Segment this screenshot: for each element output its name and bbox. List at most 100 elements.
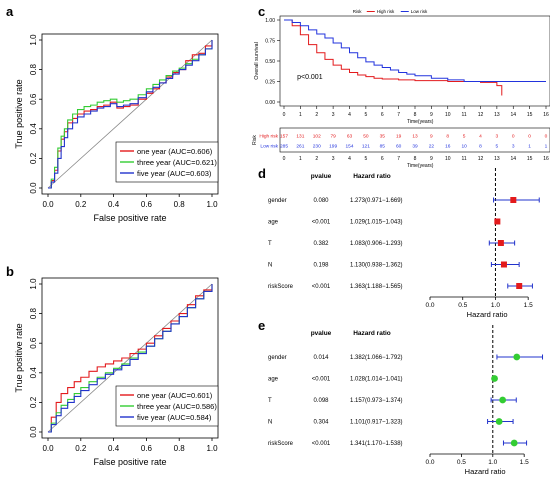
x-axis-label: Hazard ratio: [465, 467, 506, 476]
row-hazard-ratio-text: 1.028(1.014−1.041): [350, 377, 403, 383]
risk-table-time-tick: 8: [414, 156, 417, 162]
risk-table-cell: 3: [496, 134, 499, 140]
header-pvalue: pvalue: [311, 173, 332, 180]
hazard-ratio-point: [510, 197, 517, 203]
x-tick-label: 1.5: [520, 459, 529, 466]
risk-table-cell: 63: [347, 134, 353, 140]
y-tick-label: 0.8: [29, 63, 38, 75]
x-tick-label: 1.0: [206, 444, 218, 453]
x-tick-label: 2: [315, 112, 318, 118]
row-variable-label: T: [268, 241, 272, 247]
y-tick-label: 0.25: [265, 80, 275, 86]
row-variable-label: gender: [268, 198, 287, 204]
forest-plot-d: pvalue Hazard ratio gender 0.080 1.273(0.971…: [268, 168, 540, 319]
risk-table-time-tick: 11: [462, 156, 467, 162]
x-tick-label: 0.2: [75, 200, 87, 209]
roc-chart-a: 0.0 0.2 0.4 0.6 0.8 1.0 0.0 0.2 0.4 0.6 0.8 1.0 Fals…: [14, 33, 219, 223]
y-axis-label: True positive rate: [14, 323, 24, 392]
x-tick-label: 15: [527, 112, 533, 118]
plot-frame: [41, 33, 219, 195]
risk-table-time-tick: 16: [543, 156, 549, 162]
survival-curve-high-risk: [284, 19, 503, 96]
x-axis-label: Time(years): [407, 119, 434, 125]
risk-table-cell: 4: [479, 134, 482, 140]
risk-table-time-tick: 4: [348, 156, 351, 162]
legend-label: Low risk: [411, 9, 428, 14]
row-variable-label: T: [268, 398, 272, 404]
y-tick-label: 0.4: [29, 367, 38, 379]
x-tick-label: 16: [543, 112, 549, 118]
x-tick-label: 1: [299, 112, 302, 118]
x-tick-label: 12: [478, 112, 484, 118]
row-pvalue: <0.001: [312, 220, 331, 226]
x-tick-label: 1.5: [524, 302, 533, 309]
risk-table-time-tick: 6: [381, 156, 384, 162]
x-tick-label: 1.0: [488, 459, 497, 466]
y-tick-label: 0.0: [29, 182, 38, 194]
y-axis-label: True positive rate: [14, 79, 24, 148]
x-tick-label: 0.6: [141, 444, 153, 453]
legend-label: five year (AUC=0.584): [137, 413, 212, 422]
plot-frame: [41, 277, 219, 439]
risk-table-cell: 8: [446, 134, 449, 140]
hazard-ratio-point: [491, 375, 498, 382]
row-pvalue: <0.001: [312, 284, 331, 290]
row-pvalue: 0.198: [313, 263, 329, 269]
hazard-ratio-point: [516, 283, 523, 289]
risk-table-cell: 10: [461, 144, 467, 150]
row-pvalue: 0.098: [313, 398, 329, 404]
legend-label: one year (AUC=0.606): [137, 147, 213, 156]
row-variable-label: age: [268, 220, 279, 226]
panel-letter-a: a: [6, 4, 14, 19]
risk-table-cell: 35: [380, 134, 386, 140]
x-tick-label: 0.5: [458, 302, 467, 309]
row-variable-label: gender: [268, 355, 287, 361]
x-tick-label: 0: [283, 112, 286, 118]
risk-table-time-tick: 2: [315, 156, 318, 162]
x-tick-label: 3: [332, 112, 335, 118]
risk-table-row-label: Low risk: [260, 144, 278, 150]
risk-table-time-tick: 1: [299, 156, 302, 162]
risk-table-title: Risk: [252, 135, 258, 145]
risk-table-cell: 199: [329, 144, 337, 150]
row-pvalue: 0.014: [313, 355, 329, 361]
risk-table-cell: 50: [363, 134, 369, 140]
row-variable-label: riskScore: [268, 441, 294, 447]
risk-table-cell: 85: [380, 144, 386, 150]
row-pvalue: 0.382: [313, 241, 329, 247]
risk-table-cell: 0: [528, 134, 531, 140]
roc-curve-one-year: [48, 284, 213, 433]
row-hazard-ratio-text: 1.130(0.938−1.362): [350, 263, 403, 269]
x-tick-label: 0.8: [174, 444, 186, 453]
header-pvalue: pvalue: [311, 330, 332, 337]
row-variable-label: N: [268, 420, 272, 426]
row-variable-label: riskScore: [268, 284, 294, 290]
row-variable-label: age: [268, 377, 279, 383]
x-axis-label: False positive rate: [93, 213, 166, 223]
risk-table-time-tick: 0: [283, 156, 286, 162]
risk-table-cell: 13: [412, 134, 418, 140]
x-tick-label: 5: [364, 112, 367, 118]
roc-curve-three-year: [48, 40, 213, 189]
panel-letter-b: b: [6, 264, 14, 279]
row-pvalue: 0.080: [313, 198, 329, 204]
y-tick-label: 1.00: [265, 18, 275, 24]
x-tick-label: 11: [462, 112, 467, 118]
legend-label: five year (AUC=0.603): [137, 169, 212, 178]
risk-table-time-tick: 5: [364, 156, 367, 162]
x-tick-label: 1.0: [206, 200, 218, 209]
y-tick-label: 1.0: [29, 278, 38, 290]
x-tick-label: 0.0: [42, 200, 54, 209]
risk-table-time-tick: 9: [430, 156, 433, 162]
x-tick-label: 0.4: [108, 444, 120, 453]
x-tick-label: 8: [414, 112, 417, 118]
x-tick-label: 0.8: [174, 200, 186, 209]
panel-letter-c: c: [258, 4, 265, 19]
risk-table-cell: 154: [345, 144, 353, 150]
hazard-ratio-point: [510, 439, 518, 447]
y-tick-label: 0.6: [29, 93, 38, 105]
risk-table-cell: 60: [396, 144, 402, 150]
risk-table-cell: 121: [362, 144, 370, 150]
x-tick-label: 14: [510, 112, 516, 118]
risk-table-cell: 0: [545, 134, 548, 140]
